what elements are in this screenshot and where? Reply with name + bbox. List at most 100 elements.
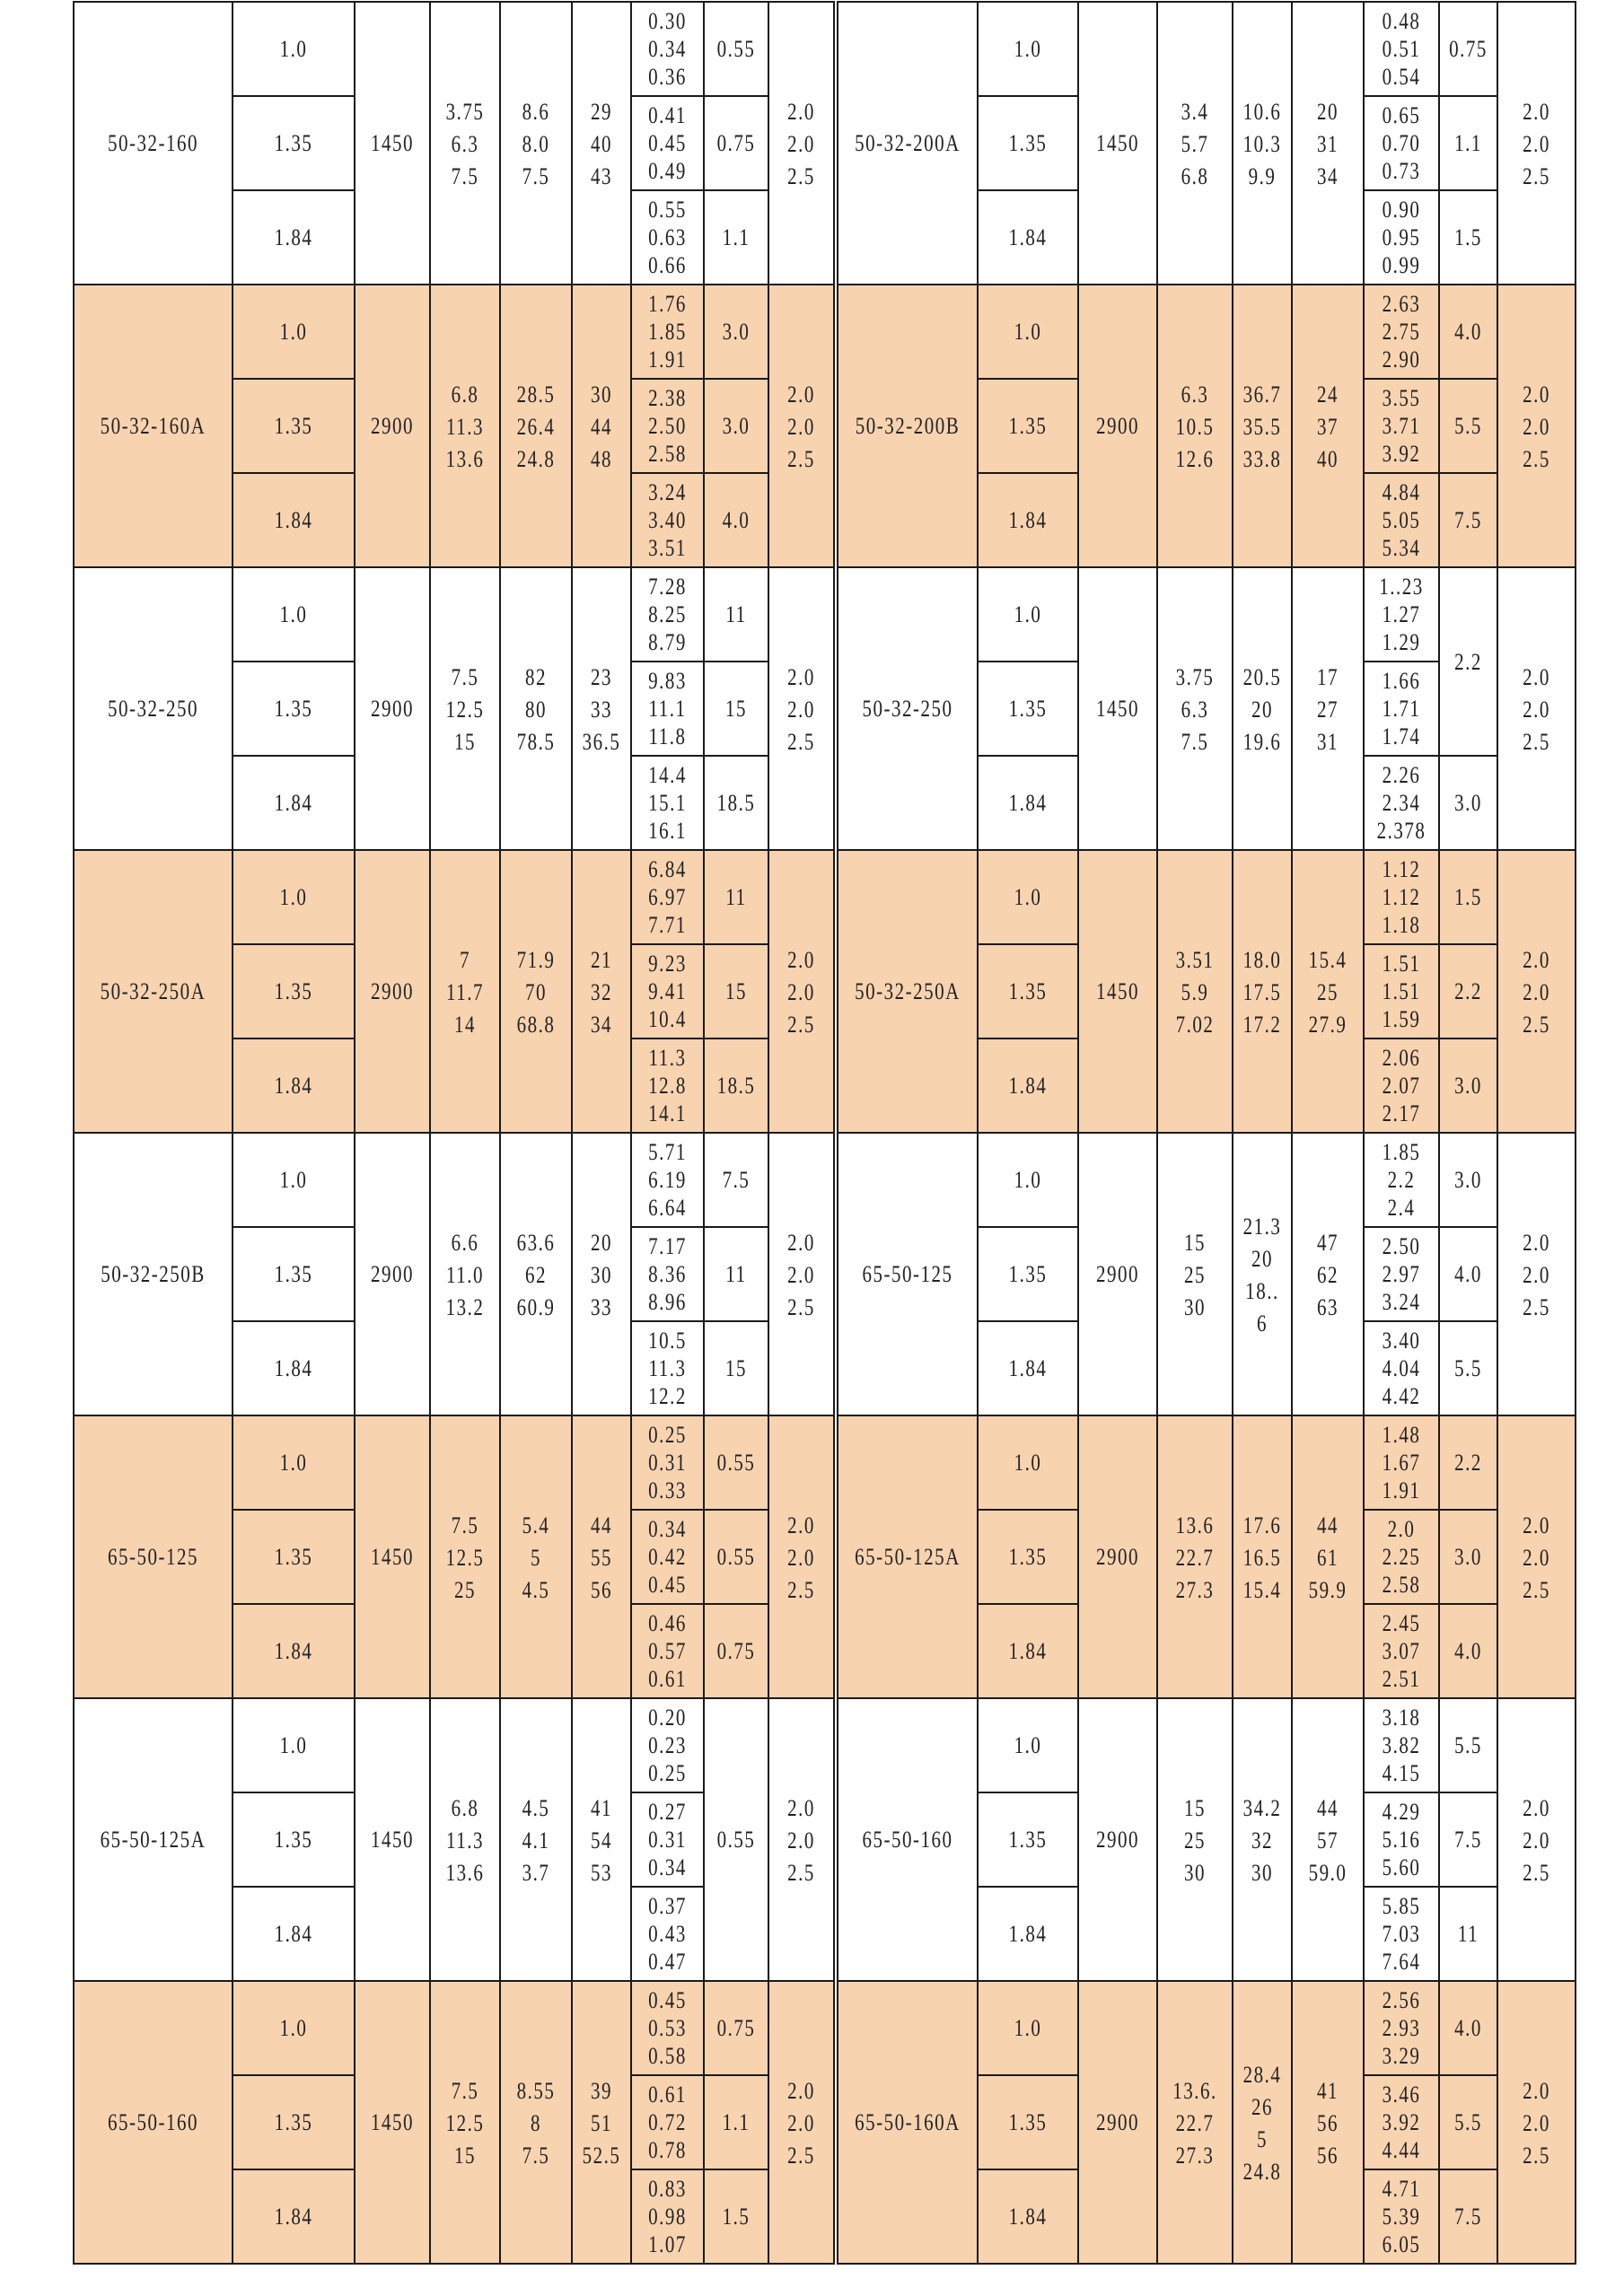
- shaft-power-cell: 6.84 6.97 7.71: [630, 849, 705, 945]
- shaft-power-cell: 0.37 0.43 0.47: [630, 1886, 705, 1982]
- npsh-cell: 2.0 2.0 2.5: [1497, 1697, 1576, 1982]
- factor-cell: 1.84: [977, 1886, 1079, 1982]
- shaft-power-value: 0.61: [648, 1664, 687, 1693]
- efficiency-value: 53: [591, 1858, 612, 1886]
- efficiency-cell: 39 51 52.5: [571, 1980, 632, 2265]
- efficiency-value: 51: [591, 2108, 612, 2136]
- efficiency-value: 30: [591, 380, 612, 407]
- motor-power-cell: 5.5: [1438, 2074, 1498, 2170]
- head-value: 17.2: [1242, 1010, 1282, 1038]
- shaft-power-value: 4.44: [1382, 2135, 1421, 2164]
- npsh-value: 2.0: [787, 129, 815, 157]
- factor-value: 1.84: [1008, 788, 1048, 817]
- factor-value: 1.35: [1008, 2108, 1048, 2136]
- table-row: 1.35 0.34 0.42 0.45 0.55 1.35 2.0 2.25 2.58 3.0: [74, 1509, 1576, 1605]
- flow-cell: 13.6 22.7 27.3: [1156, 1415, 1233, 1699]
- shaft-power-value: 2.378: [1376, 816, 1426, 845]
- head-cell: 82 80 78.5: [499, 566, 573, 851]
- head-value: 24.8: [516, 444, 556, 472]
- npsh-value: 2.5: [787, 1575, 815, 1603]
- shaft-power-cell: 3.40 4.04 4.42: [1363, 1320, 1440, 1416]
- npsh-value: 2.0: [1523, 97, 1550, 125]
- efficiency-value: 47: [1317, 1228, 1339, 1256]
- motor-power-cell: 2.2: [1438, 1415, 1498, 1511]
- motor-power-cell: 1.5: [1438, 849, 1498, 945]
- head-cell: 71.9 70 68.8: [499, 849, 573, 1134]
- head-value: 8: [531, 2108, 541, 2136]
- shaft-power-value: 4.42: [1382, 1381, 1421, 1410]
- efficiency-value: 59.0: [1308, 1858, 1347, 1886]
- shaft-power-value: 1.59: [1382, 1004, 1421, 1033]
- motor-power-cell: 0.55: [703, 1509, 769, 1605]
- factor-cell: 1.84: [232, 2169, 356, 2265]
- model-number: 50-32-160A: [100, 411, 206, 440]
- shaft-power-cell: 1.51 1.51 1.59: [1363, 943, 1440, 1039]
- npsh-cell: 2.0 2.0 2.5: [768, 1, 837, 285]
- shaft-power-value: 6.19: [648, 1165, 687, 1194]
- npsh-value: 2.5: [1523, 1575, 1550, 1603]
- flow-value: 27.3: [1175, 2141, 1215, 2169]
- shaft-power-value: 0.41: [648, 101, 687, 129]
- factor-value: 1.35: [1008, 1259, 1048, 1288]
- speed-value: 2900: [1096, 1542, 1139, 1571]
- flow-cell: 3.4 5.7 6.8: [1156, 1, 1233, 285]
- speed-value: 2900: [1096, 2108, 1139, 2136]
- motor-power-cell: 18.5: [703, 1038, 769, 1134]
- shaft-power-cell: 3.46 3.92 4.44: [1363, 2074, 1440, 2170]
- shaft-power-value: 2.75: [1382, 317, 1421, 346]
- npsh-value: 2.0: [787, 1260, 815, 1288]
- npsh-value: 2.0: [787, 1228, 815, 1256]
- motor-power-value: 0.55: [716, 1542, 756, 1571]
- motor-power-cell: 7.5: [1438, 472, 1498, 568]
- npsh-cell: 2.0 2.0 2.5: [768, 284, 837, 568]
- flow-value: 5.7: [1181, 129, 1209, 157]
- shaft-power-value: 8.36: [648, 1259, 687, 1288]
- flow-value: 7.5: [451, 662, 479, 690]
- efficiency-cell: 23 33 36.5: [571, 566, 632, 851]
- motor-power-cell: 4.0: [1438, 284, 1498, 380]
- efficiency-value: 32: [591, 977, 612, 1005]
- shaft-power-value: 8.96: [648, 1287, 687, 1316]
- motor-power-value: 1.1: [722, 2108, 751, 2136]
- flow-cell: 7.5 12.5 15: [429, 1980, 501, 2265]
- efficiency-value: 59.9: [1308, 1575, 1347, 1603]
- motor-power-value: 5.5: [1454, 1731, 1482, 1759]
- speed-cell: 2900: [354, 284, 431, 568]
- model-cell: 50-32-250A: [833, 849, 979, 1134]
- shaft-power-value: 0.72: [648, 2108, 687, 2136]
- speed-value: 2900: [371, 411, 414, 440]
- shaft-power-value: 11.1: [648, 694, 687, 723]
- head-value: 33.8: [1242, 444, 1282, 472]
- npsh-value: 2.5: [1523, 1293, 1550, 1320]
- shaft-power-value: 0.61: [648, 2080, 687, 2108]
- factor-value: 1.35: [1008, 1542, 1048, 1571]
- factor-value: 1.84: [274, 1919, 313, 1948]
- shaft-power-value: 2.4: [1387, 1193, 1416, 1222]
- efficiency-value: 63: [1317, 1293, 1339, 1320]
- table-row: 1.35 0.61 0.72 0.78 1.1 1.35 3.46 3.92 4.44 5.5: [74, 2074, 1576, 2170]
- motor-power-cell: 0.55: [703, 1415, 769, 1511]
- model-number: 65-50-125A: [855, 1542, 961, 1571]
- head-value: 19.6: [1242, 727, 1282, 755]
- factor-value: 1.84: [274, 223, 313, 251]
- flow-value: 15: [1184, 1228, 1206, 1256]
- motor-power-cell: 0.75: [703, 1980, 769, 2076]
- table-row: 50-32-250A 1.0 2900 7 11.7 14 71.9 70 68.8 21 32 34…: [73, 849, 1576, 1134]
- efficiency-value: 61: [1317, 1543, 1339, 1571]
- shaft-power-value: 0.63: [648, 223, 687, 251]
- shaft-power-value: 1.74: [1382, 722, 1421, 750]
- head-cell: 5.4 5 4.5: [499, 1415, 573, 1699]
- shaft-power-cell: 10.5 11.3 12.2: [630, 1320, 705, 1416]
- shaft-power-value: 2.26: [1382, 760, 1421, 789]
- factor-value: 1.84: [1008, 1636, 1048, 1665]
- speed-cell: 2900: [1077, 1697, 1158, 1982]
- table-row: 1.84 0.46 0.57 0.61 0.75 1.84 2.45 3.07 2.51 4.0: [74, 1603, 1576, 1699]
- flow-cell: 3.51 5.9 7.02: [1156, 849, 1233, 1134]
- flow-value: 13.6: [1175, 1511, 1215, 1538]
- speed-cell: 2900: [1077, 1415, 1158, 1699]
- speed-value: 1450: [1096, 128, 1139, 157]
- flow-cell: 13.6. 22.7 27.3: [1156, 1980, 1233, 2265]
- factor-cell: 1.84: [977, 1038, 1079, 1134]
- factor-cell: 1.84: [977, 2169, 1079, 2265]
- factor-cell: 1.84: [232, 472, 356, 568]
